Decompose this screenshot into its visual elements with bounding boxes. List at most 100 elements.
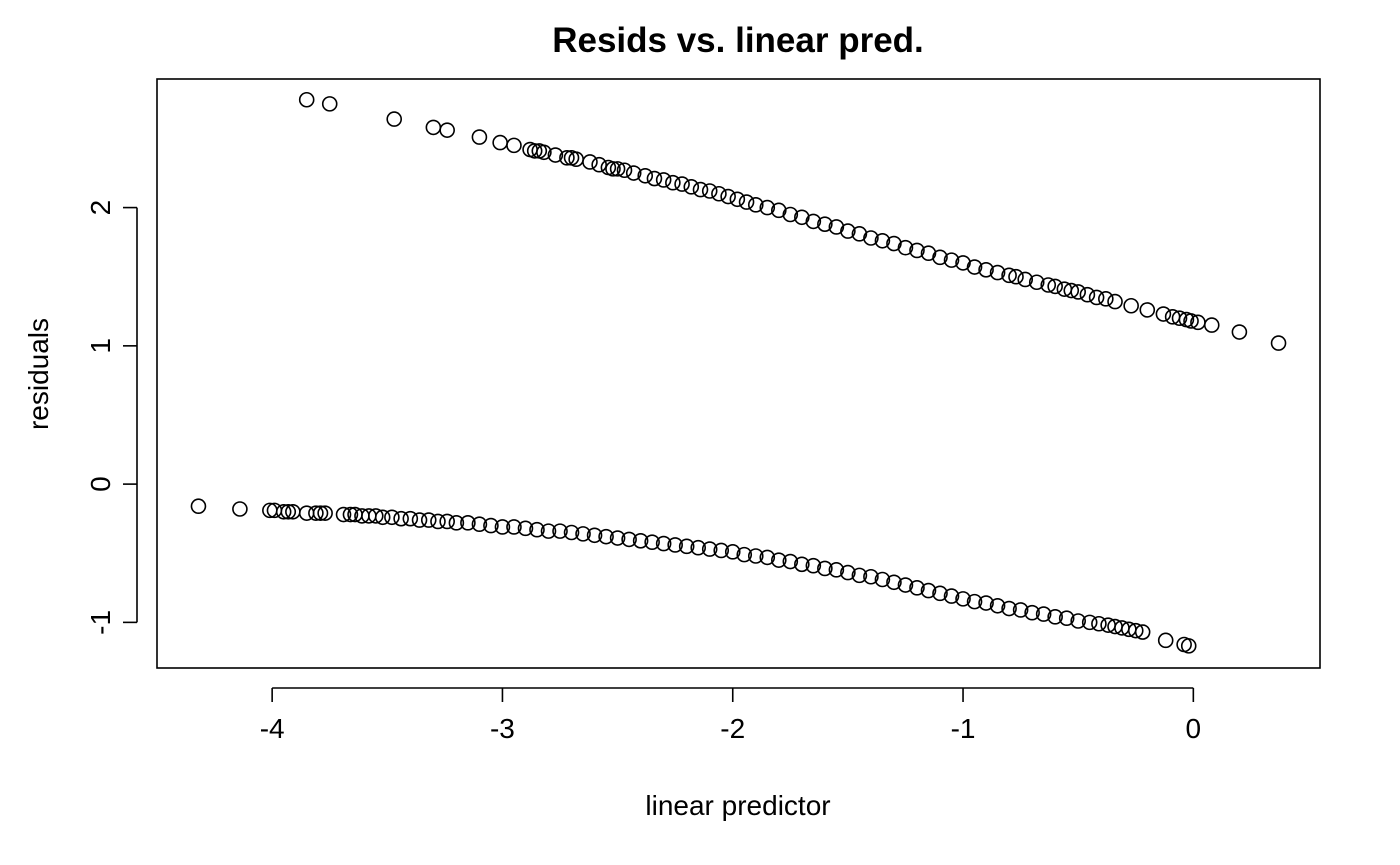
data-point [674, 176, 690, 192]
data-point [529, 521, 545, 538]
x-axis: -4 -3 -2 -1 0 [260, 687, 1201, 744]
data-point [492, 134, 508, 151]
data-point [840, 564, 856, 581]
data-point [863, 568, 879, 585]
data-point [863, 230, 879, 246]
data-point [655, 172, 672, 188]
data-point [393, 510, 409, 527]
x-tick-label: -1 [951, 713, 976, 744]
data-point [609, 530, 626, 546]
data-point [1012, 602, 1029, 618]
data-point [559, 150, 575, 166]
y-tick-label: 2 [85, 200, 116, 216]
data-point [1231, 324, 1248, 340]
data-point [1171, 310, 1188, 326]
data-point [506, 137, 522, 154]
data-point [536, 144, 552, 161]
data-point [794, 209, 810, 226]
y-axis: -1 0 1 2 [85, 200, 138, 635]
data-point [637, 167, 654, 184]
data-point [625, 165, 642, 181]
data-point [586, 527, 603, 544]
data-point [317, 505, 333, 521]
data-point [1001, 600, 1017, 617]
data-point [782, 553, 799, 570]
data-point [1134, 624, 1151, 640]
data-point [1079, 286, 1096, 303]
data-point [298, 91, 315, 108]
data-point [1203, 317, 1220, 333]
data-point [1063, 282, 1080, 299]
data-point [1098, 291, 1114, 307]
data-point [759, 199, 776, 216]
data-point [840, 223, 856, 239]
data-point [1270, 335, 1287, 351]
data-point [342, 506, 359, 523]
data-point [701, 183, 718, 199]
data-point [308, 505, 324, 521]
plot-frame [156, 78, 1321, 669]
data-point [312, 505, 329, 521]
data-point [655, 535, 672, 552]
data-point [1070, 613, 1086, 629]
data-point [1047, 609, 1063, 625]
data-point [367, 508, 384, 524]
data-point [932, 249, 948, 266]
data-point [851, 567, 868, 584]
data-point [678, 538, 695, 555]
data-point [713, 542, 730, 559]
y-axis-label: residuals [23, 318, 54, 430]
chart-title: Resids vs. linear pred. [552, 21, 924, 60]
data-point [1001, 267, 1017, 284]
data-point [280, 503, 297, 520]
data-point [874, 571, 891, 588]
data-point [747, 197, 764, 213]
data-point [494, 519, 511, 535]
data-point [1008, 268, 1024, 285]
data-point [932, 585, 948, 602]
data-point [471, 129, 488, 145]
data-point [665, 174, 681, 191]
data-point [1123, 297, 1139, 314]
data-point [621, 531, 637, 548]
data-point [644, 534, 660, 550]
data-point [386, 111, 403, 127]
data-point [1183, 313, 1199, 329]
data-point [506, 519, 522, 535]
data-point [955, 255, 971, 271]
data-point [1157, 632, 1174, 649]
data-point [232, 501, 248, 517]
data-point [667, 537, 683, 553]
data-point [430, 513, 446, 530]
data-point [384, 509, 400, 526]
data-point [683, 179, 700, 195]
data-point [909, 580, 925, 596]
data-point [828, 562, 845, 578]
data-point [1024, 604, 1040, 621]
data-point [439, 122, 455, 138]
data-point [711, 185, 727, 202]
data-point [736, 546, 753, 563]
data-point [517, 520, 534, 537]
data-point [897, 239, 914, 256]
y-tick-label: 1 [85, 338, 116, 354]
data-point [817, 216, 833, 232]
data-point [552, 523, 568, 539]
data-point [425, 119, 442, 136]
data-point [190, 498, 207, 515]
y-tick-label: 0 [85, 476, 116, 492]
data-point [805, 557, 822, 574]
data-point [771, 552, 787, 568]
data-point [547, 147, 564, 163]
data-point [943, 588, 960, 604]
data-point [563, 524, 580, 541]
data-point [411, 512, 428, 528]
data-point [897, 577, 914, 593]
data-point [1180, 638, 1197, 654]
data-point [729, 191, 746, 208]
data-point [1047, 278, 1063, 295]
data-point [575, 526, 591, 542]
data-point [540, 523, 557, 539]
data-point [1155, 306, 1172, 322]
data-point [738, 194, 755, 210]
